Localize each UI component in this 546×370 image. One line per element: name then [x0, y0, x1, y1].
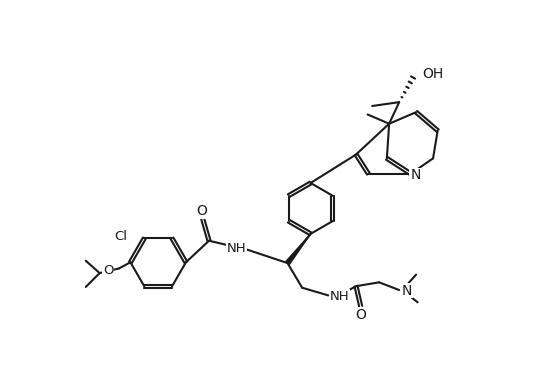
Text: N: N — [401, 284, 412, 298]
Text: NH: NH — [330, 290, 349, 303]
Text: O: O — [103, 263, 114, 276]
Text: Cl: Cl — [114, 230, 127, 243]
Text: O: O — [355, 308, 366, 322]
Text: N: N — [410, 168, 420, 182]
Text: OH: OH — [422, 67, 443, 81]
Polygon shape — [286, 234, 311, 265]
Text: O: O — [197, 205, 207, 219]
Text: NH: NH — [227, 242, 246, 255]
